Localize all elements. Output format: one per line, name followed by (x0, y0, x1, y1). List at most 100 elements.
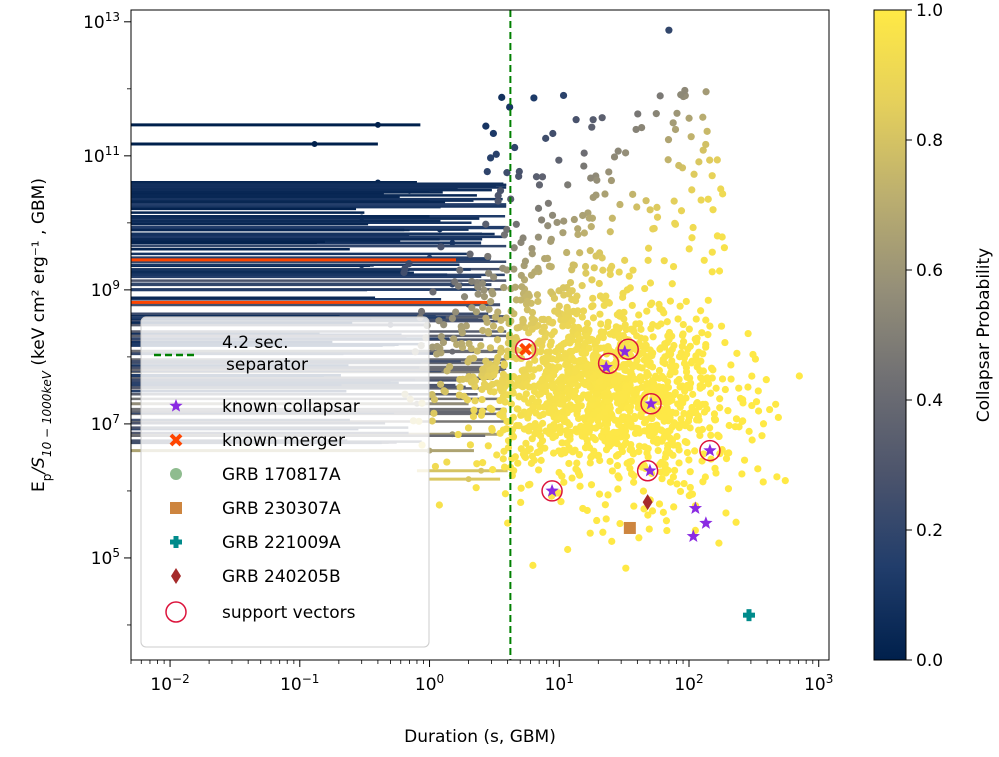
data-point (574, 230, 582, 239)
data-point (487, 298, 495, 306)
data-point (589, 360, 597, 369)
data-point (587, 417, 595, 425)
data-point (621, 321, 629, 329)
data-point (454, 282, 463, 290)
data-point (448, 314, 457, 322)
data-point (529, 403, 537, 412)
data-point (582, 333, 590, 341)
data-point (671, 466, 679, 475)
legend-label: known merger (222, 431, 345, 451)
support-vector-marker (699, 439, 721, 462)
data-point (669, 262, 678, 271)
data-point (682, 297, 690, 306)
legend-label: separator (226, 355, 308, 375)
data-point (517, 271, 525, 280)
data-point (649, 386, 657, 394)
data-point (713, 156, 721, 164)
data-point (599, 528, 607, 536)
data-point (499, 455, 507, 463)
data-point (565, 389, 573, 398)
data-point (529, 318, 537, 327)
data-point (664, 136, 673, 144)
data-point (532, 173, 541, 181)
data-point (490, 388, 498, 396)
data-point (715, 267, 724, 275)
data-point (661, 453, 669, 461)
data-point (702, 88, 710, 96)
data-point (619, 289, 627, 298)
data-point (686, 483, 694, 492)
data-point (754, 387, 762, 395)
data-point (683, 449, 692, 457)
data-point (586, 247, 594, 255)
data-point (484, 327, 492, 336)
data-point (559, 229, 567, 237)
data-point (645, 525, 653, 533)
data-point (509, 389, 517, 397)
data-point (440, 321, 448, 329)
data-point (577, 394, 585, 403)
data-point (609, 361, 618, 369)
data-point (685, 245, 693, 253)
data-point (643, 369, 651, 377)
legend-marker (171, 568, 181, 584)
data-point (718, 233, 726, 241)
data-point (720, 244, 728, 252)
data-point (581, 326, 589, 334)
data-point (739, 417, 747, 425)
data-point (536, 447, 544, 455)
data-point (585, 444, 594, 452)
data-point (618, 413, 627, 421)
data-point (537, 384, 545, 392)
data-point (535, 181, 544, 189)
data-point (576, 335, 584, 343)
data-point (489, 290, 497, 298)
data-point (646, 358, 654, 367)
data-point (614, 472, 622, 480)
support-vector-marker (636, 459, 659, 482)
data-point (740, 456, 749, 464)
data-point (676, 383, 684, 391)
data-point (610, 153, 619, 161)
data-point (641, 335, 649, 343)
data-point (605, 168, 613, 176)
data-point (759, 420, 768, 428)
data-point (607, 176, 616, 185)
data-point (699, 146, 707, 154)
data-point (524, 426, 532, 434)
data-point (637, 377, 645, 385)
data-point (574, 382, 582, 390)
data-point (716, 395, 724, 403)
data-point (748, 401, 756, 410)
data-point (514, 376, 522, 385)
data-point (596, 422, 604, 430)
data-point (571, 367, 579, 375)
data-point (681, 86, 689, 95)
data-point (598, 114, 606, 122)
data-point (669, 451, 677, 459)
data-point (454, 430, 462, 439)
data-point (704, 380, 713, 388)
data-point (635, 534, 643, 542)
data-point (688, 186, 696, 194)
legend-marker (170, 468, 182, 480)
data-point (456, 266, 464, 274)
data-point (601, 427, 609, 435)
data-point (482, 382, 490, 390)
data-point (754, 465, 762, 473)
data-point (546, 423, 554, 431)
data-point (616, 519, 624, 528)
data-point (537, 216, 546, 224)
data-point (666, 363, 675, 371)
data-point (558, 439, 566, 447)
data-point (707, 389, 715, 397)
data-point (722, 509, 730, 517)
data-point (689, 390, 697, 398)
data-point (526, 480, 534, 488)
data-point (494, 197, 502, 205)
data-point (685, 413, 693, 421)
data-point (644, 256, 652, 264)
support-vector-marker (617, 338, 639, 361)
legend-label: GRB 221009A (222, 533, 341, 553)
data-point (490, 273, 498, 281)
